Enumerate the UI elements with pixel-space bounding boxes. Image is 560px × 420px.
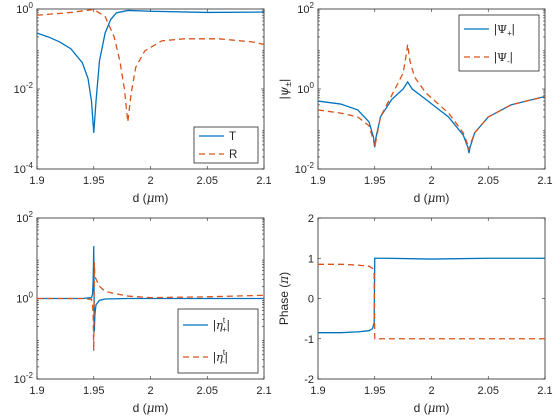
y-tick-label: 100 — [16, 291, 33, 306]
x-tick-label: 2.1 — [256, 175, 271, 187]
x-tick-label: 1.9 — [310, 385, 325, 397]
y-tick-label: 10-2 — [295, 161, 315, 176]
x-tick-label: 2.05 — [197, 175, 218, 187]
legend-label: |ηt +| — [213, 316, 230, 334]
panel-bottom-left: 1.9 1.95 2 2.05 2.1 10-2 100 102 d (μm) |ηt +| |ηt -… — [14, 210, 272, 415]
y-tick-label: 1 — [308, 253, 314, 265]
x-tick-label: 1.9 — [29, 385, 44, 397]
legend-label: |Ψ+| — [494, 22, 515, 38]
x-tick-label: 2.05 — [197, 385, 218, 397]
x-tick-label: 1.95 — [364, 385, 385, 397]
x-tick-label: 2.05 — [478, 175, 499, 187]
legend: |Ψ+| |Ψ-| — [458, 14, 540, 72]
y-tick-label: 10-2 — [14, 371, 34, 386]
x-tick-label: 2 — [428, 385, 434, 397]
legend-box — [177, 308, 259, 374]
series-line-dashed — [318, 44, 545, 151]
series-line-solid — [37, 9, 264, 133]
legend-box — [458, 14, 540, 72]
x-tick-label: 1.9 — [310, 175, 325, 187]
panel-bottom-right: 1.9 1.95 2 2.05 2.1 -2 -1 0 1 2 d (μm) Phase (π) — [277, 213, 553, 415]
x-tick-label: 2 — [147, 385, 153, 397]
legend-box — [193, 126, 259, 164]
y-tick-label: 102 — [16, 210, 33, 225]
panel-top-left: 1.9 1.95 2 2.05 2.1 10-4 10-2 100 d (μm) TR — [14, 1, 272, 205]
legend-label: |Ψ-| — [494, 50, 513, 66]
x-tick-label: 1.9 — [29, 175, 44, 187]
x-axis-label: d (μm) — [133, 401, 169, 415]
x-tick-label: 1.95 — [364, 175, 385, 187]
y-tick-label: 10-4 — [14, 161, 34, 176]
series-line-dashed — [318, 263, 545, 340]
y-tick-label: 100 — [297, 81, 314, 96]
y-tick-label: 102 — [297, 1, 314, 16]
x-tick-label: 2 — [147, 175, 153, 187]
legend-label: R — [229, 149, 237, 161]
x-tick-label: 2 — [428, 175, 434, 187]
x-tick-label: 2.1 — [537, 385, 552, 397]
x-axis-label: d (μm) — [414, 401, 450, 415]
legend-label: T — [229, 131, 236, 143]
y-tick-label: -1 — [304, 334, 314, 346]
x-tick-label: 2.1 — [537, 175, 552, 187]
y-tick-label: -2 — [304, 374, 314, 386]
x-axis-label: d (μm) — [133, 191, 169, 205]
series-line-solid — [318, 257, 545, 334]
x-tick-label: 2.05 — [478, 385, 499, 397]
y-tick-label: 0 — [308, 294, 314, 306]
y-axis-label: Phase (π) — [277, 272, 291, 325]
legend: |ηt +| |ηt -| — [177, 308, 259, 374]
series-line-dashed — [37, 9, 264, 123]
x-tick-label: 1.95 — [83, 175, 104, 187]
y-axis-label: |ψ±| — [277, 79, 293, 100]
y-tick-label: 2 — [308, 213, 314, 225]
series-line-solid — [37, 246, 264, 332]
legend: TR — [193, 126, 259, 164]
legend-label: |ηt -| — [213, 348, 228, 366]
y-tick-label: 10-2 — [14, 81, 34, 96]
plot-area — [317, 217, 546, 380]
x-axis-label: d (μm) — [414, 191, 450, 205]
y-tick-label: 100 — [16, 1, 33, 16]
x-tick-label: 2.1 — [256, 385, 271, 397]
x-tick-label: 1.95 — [83, 385, 104, 397]
